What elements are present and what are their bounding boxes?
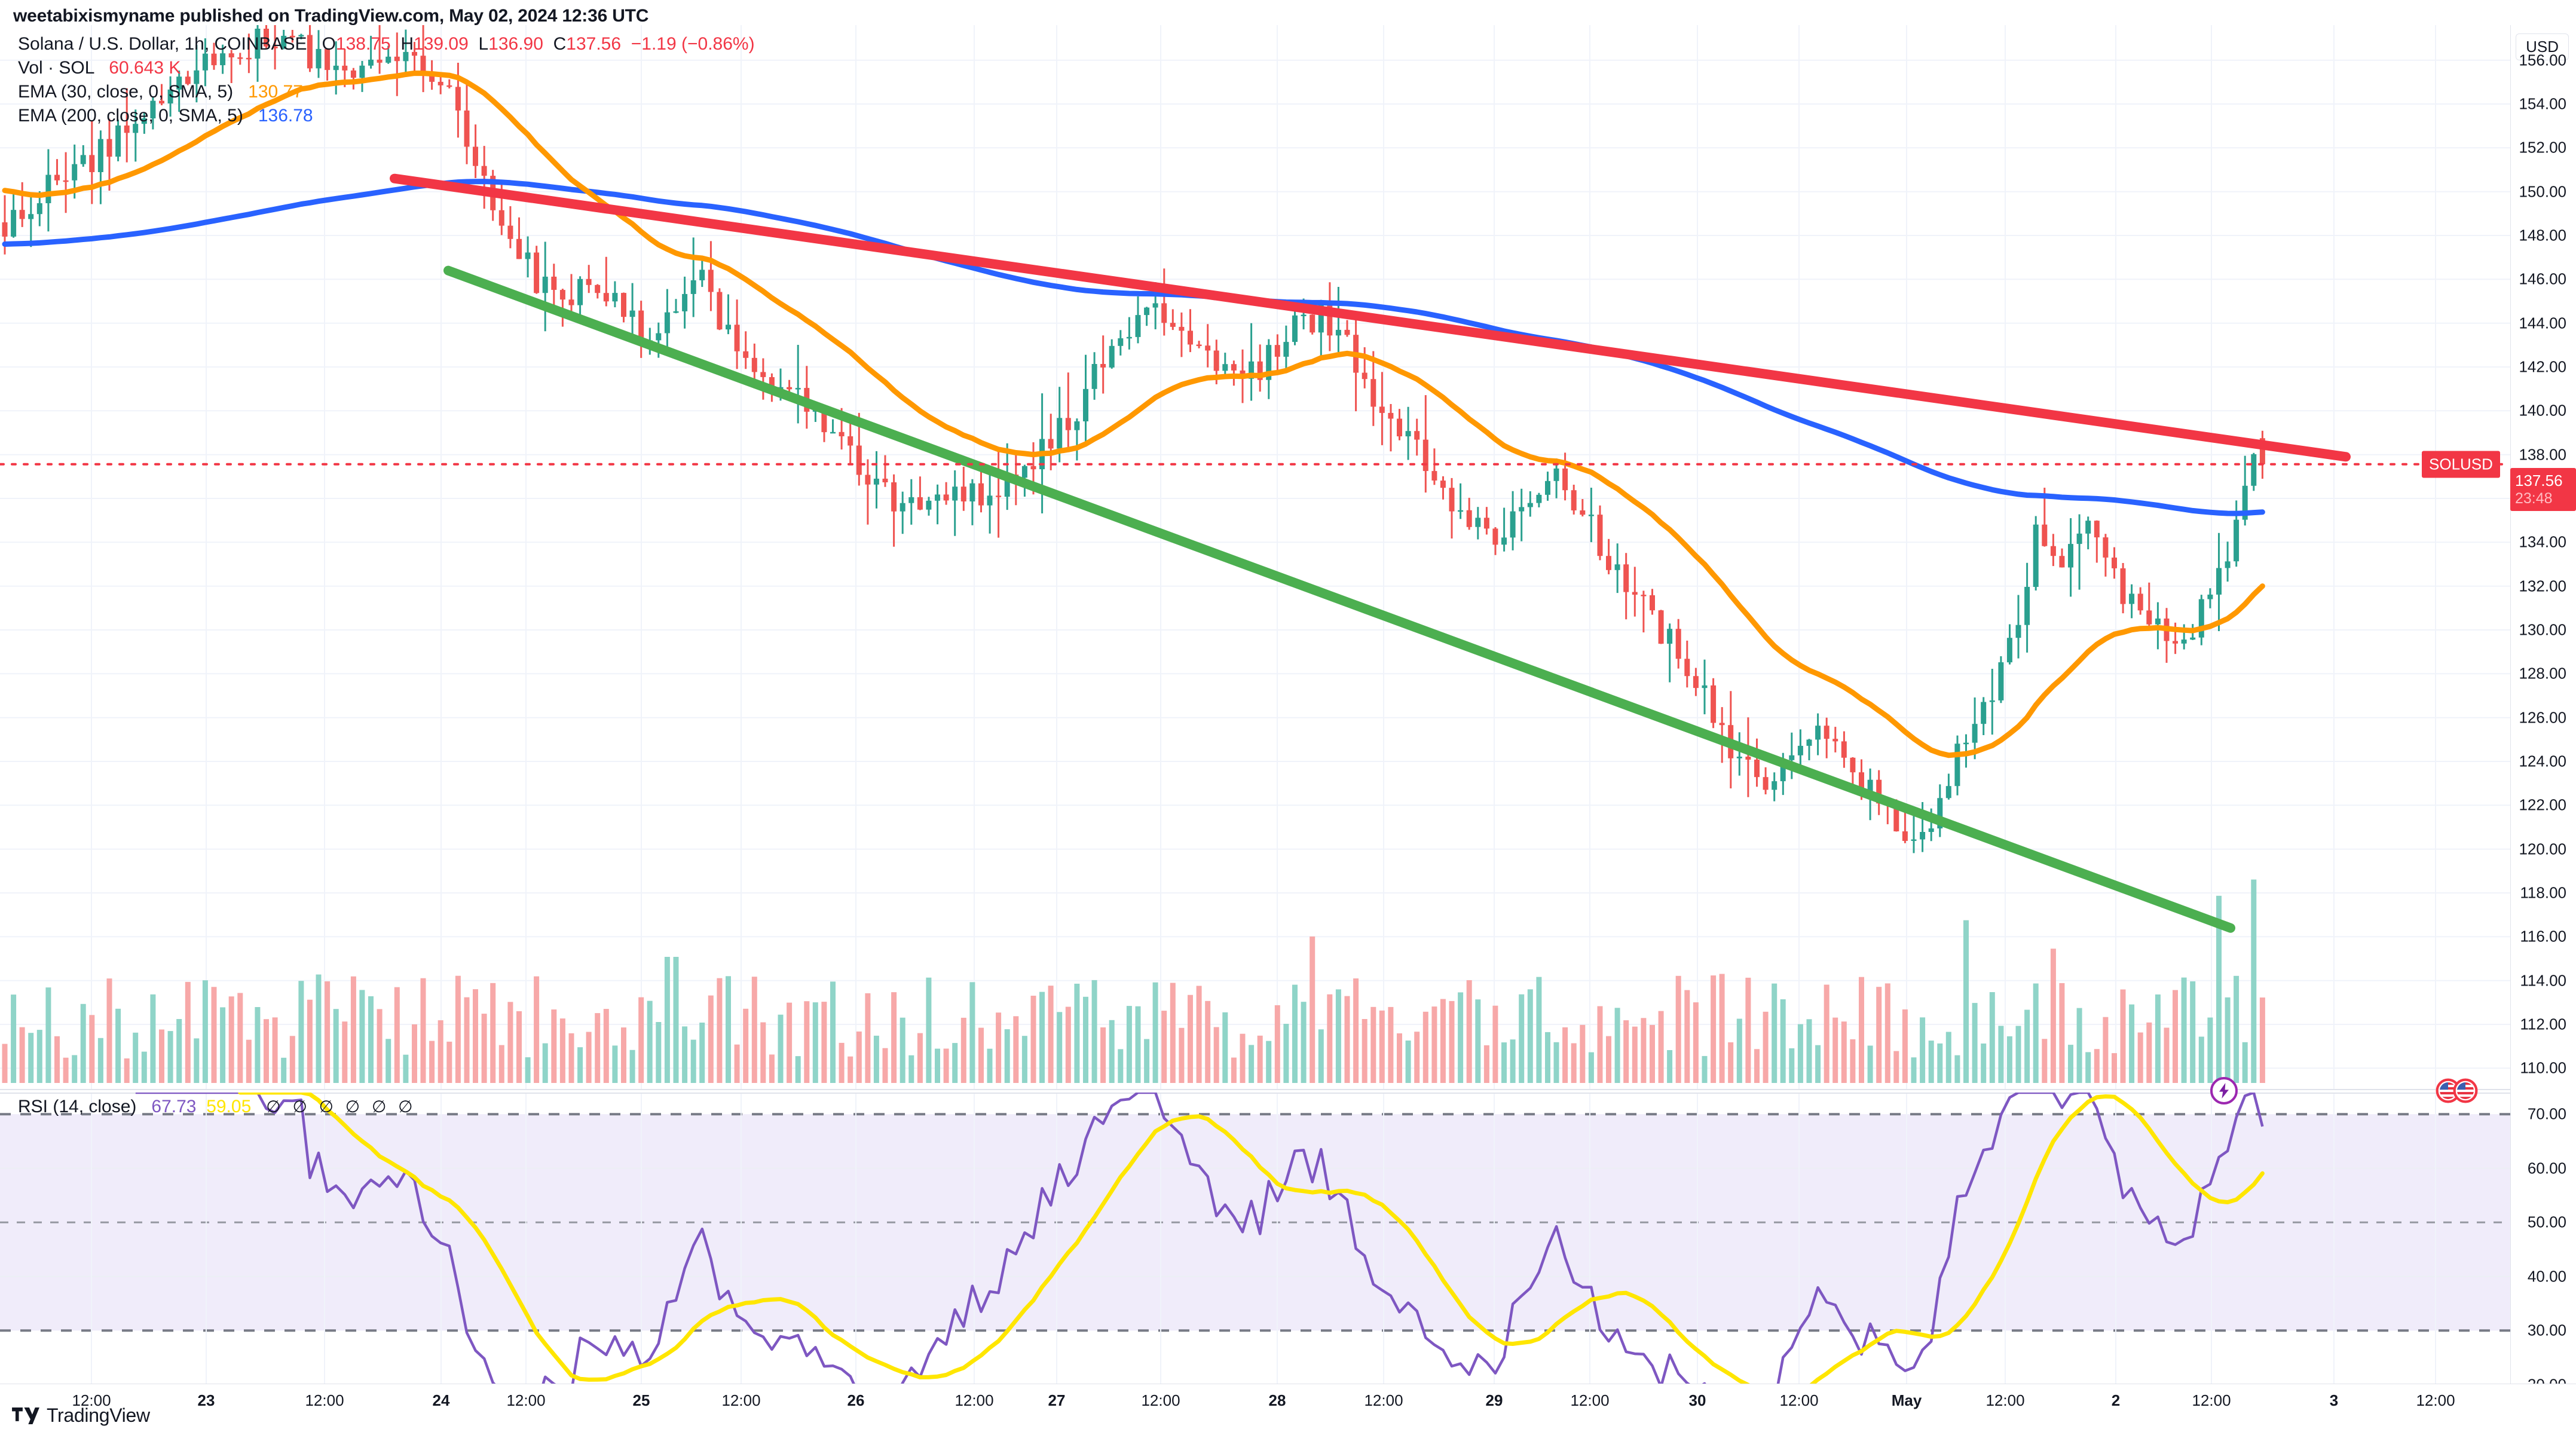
- us-flag-event-icon-2[interactable]: [2453, 1078, 2478, 1106]
- rsi-axis-tick: 40.00: [2527, 1267, 2566, 1286]
- tradingview-logo-icon: [12, 1407, 39, 1424]
- price-axis-unit[interactable]: USD: [2516, 33, 2569, 60]
- attribution-line: weetabixismyname published on TradingVie…: [13, 6, 649, 26]
- price-grid: [0, 25, 2510, 1090]
- time-axis-tick: 26: [847, 1391, 865, 1409]
- time-axis-tick: 12:00: [72, 1391, 111, 1409]
- rsi-axis-tick: 60.00: [2527, 1159, 2566, 1177]
- price-axis-tick: 118.00: [2520, 883, 2566, 902]
- price-axis-tick: 110.00: [2520, 1058, 2566, 1077]
- time-axis-tick: 12:00: [2192, 1391, 2231, 1409]
- rsi-axis-tick: 30.00: [2527, 1321, 2566, 1339]
- price-axis-tick: 144.00: [2519, 314, 2566, 332]
- tradingview-wordmark: TradingView: [47, 1405, 150, 1426]
- price-axis[interactable]: USD 156.00 154.00 152.00 150.00 148.00 146.00…: [2510, 25, 2576, 1397]
- time-axis-tick: 12:00: [506, 1391, 546, 1409]
- current-price-badge[interactable]: 137.56 23:48: [2510, 467, 2576, 511]
- rsi-plot[interactable]: [0, 1093, 2510, 1406]
- price-axis-tick: 150.00: [2519, 182, 2566, 201]
- time-axis-tick: 24: [432, 1391, 450, 1409]
- price-axis-tick: 142.00: [2519, 357, 2566, 376]
- us-flag-event-icon[interactable]: [2436, 1078, 2461, 1106]
- time-axis-tick: 25: [632, 1391, 650, 1409]
- time-axis-tick: 12:00: [1985, 1391, 2025, 1409]
- lightning-bolt-icon[interactable]: [2210, 1076, 2238, 1108]
- price-axis-tick: 120.00: [2519, 840, 2566, 858]
- price-axis-tick: 154.00: [2519, 94, 2566, 113]
- time-axis-tick: 29: [1485, 1391, 1503, 1409]
- price-axis-tick: 122.00: [2519, 795, 2566, 814]
- price-axis-tick: 112.00: [2520, 1015, 2566, 1033]
- price-axis-tick: 148.00: [2519, 226, 2566, 244]
- tradingview-footer[interactable]: TradingView: [12, 1405, 150, 1427]
- time-axis-tick: 12:00: [954, 1391, 994, 1409]
- price-pane[interactable]: Solana / U.S. Dollar, 1h, COINBASE O138.…: [0, 25, 2510, 1104]
- current-price-value: 137.56: [2515, 471, 2563, 489]
- price-axis-tick: 126.00: [2519, 708, 2566, 727]
- rsi-axis-tick: 50.00: [2527, 1213, 2566, 1231]
- price-axis-tick: 124.00: [2519, 752, 2566, 770]
- time-axis-tick: May: [1891, 1391, 1922, 1409]
- price-axis-tick: 146.00: [2519, 270, 2566, 288]
- time-axis-tick: 3: [2329, 1391, 2339, 1409]
- time-axis-tick: 12:00: [1364, 1391, 1403, 1409]
- price-axis-tick: 138.00: [2519, 445, 2566, 464]
- price-axis-tick: 114.00: [2520, 971, 2566, 990]
- price-axis-tick: 132.00: [2519, 577, 2566, 595]
- rsi-grid: [0, 1093, 2510, 1406]
- time-axis-tick: 2: [2111, 1391, 2121, 1409]
- time-axis-tick: 23: [197, 1391, 215, 1409]
- rsi-axis-tick: 70.00: [2527, 1104, 2566, 1123]
- rsi-pane[interactable]: RSI (14, close) 67.73 59.05 ∅ ∅ ∅ ∅ ∅ ∅: [0, 1093, 2510, 1406]
- price-axis-tick: 128.00: [2519, 664, 2566, 683]
- time-axis[interactable]: 12:00 23 12:00 24 12:00 25 12:00 26 12:00 27 12:00…: [0, 1384, 2576, 1418]
- price-axis-tick: 116.00: [2520, 927, 2566, 946]
- current-price-countdown: 23:48: [2515, 489, 2553, 507]
- price-axis-tick: 156.00: [2519, 51, 2566, 69]
- time-axis-tick: 12:00: [1570, 1391, 1610, 1409]
- symbol-price-badge[interactable]: SOLUSD: [2422, 451, 2500, 478]
- time-axis-tick: 28: [1268, 1391, 1286, 1409]
- price-axis-tick: 130.00: [2519, 620, 2566, 639]
- price-axis-tick: 140.00: [2519, 401, 2566, 420]
- time-axis-tick: 27: [1048, 1391, 1066, 1409]
- time-axis-tick: 30: [1688, 1391, 1706, 1409]
- time-axis-tick: 12:00: [2416, 1391, 2455, 1409]
- chart-frame[interactable]: Solana / U.S. Dollar, 1h, COINBASE O138.…: [0, 25, 2576, 1406]
- time-axis-tick: 12:00: [1141, 1391, 1180, 1409]
- price-plot[interactable]: [0, 25, 2510, 1090]
- time-axis-tick: 12:00: [721, 1391, 761, 1409]
- time-axis-tick: 12:00: [1779, 1391, 1819, 1409]
- time-axis-tick: 12:00: [305, 1391, 344, 1409]
- price-axis-tick: 134.00: [2519, 533, 2566, 551]
- price-axis-tick: 152.00: [2519, 138, 2566, 157]
